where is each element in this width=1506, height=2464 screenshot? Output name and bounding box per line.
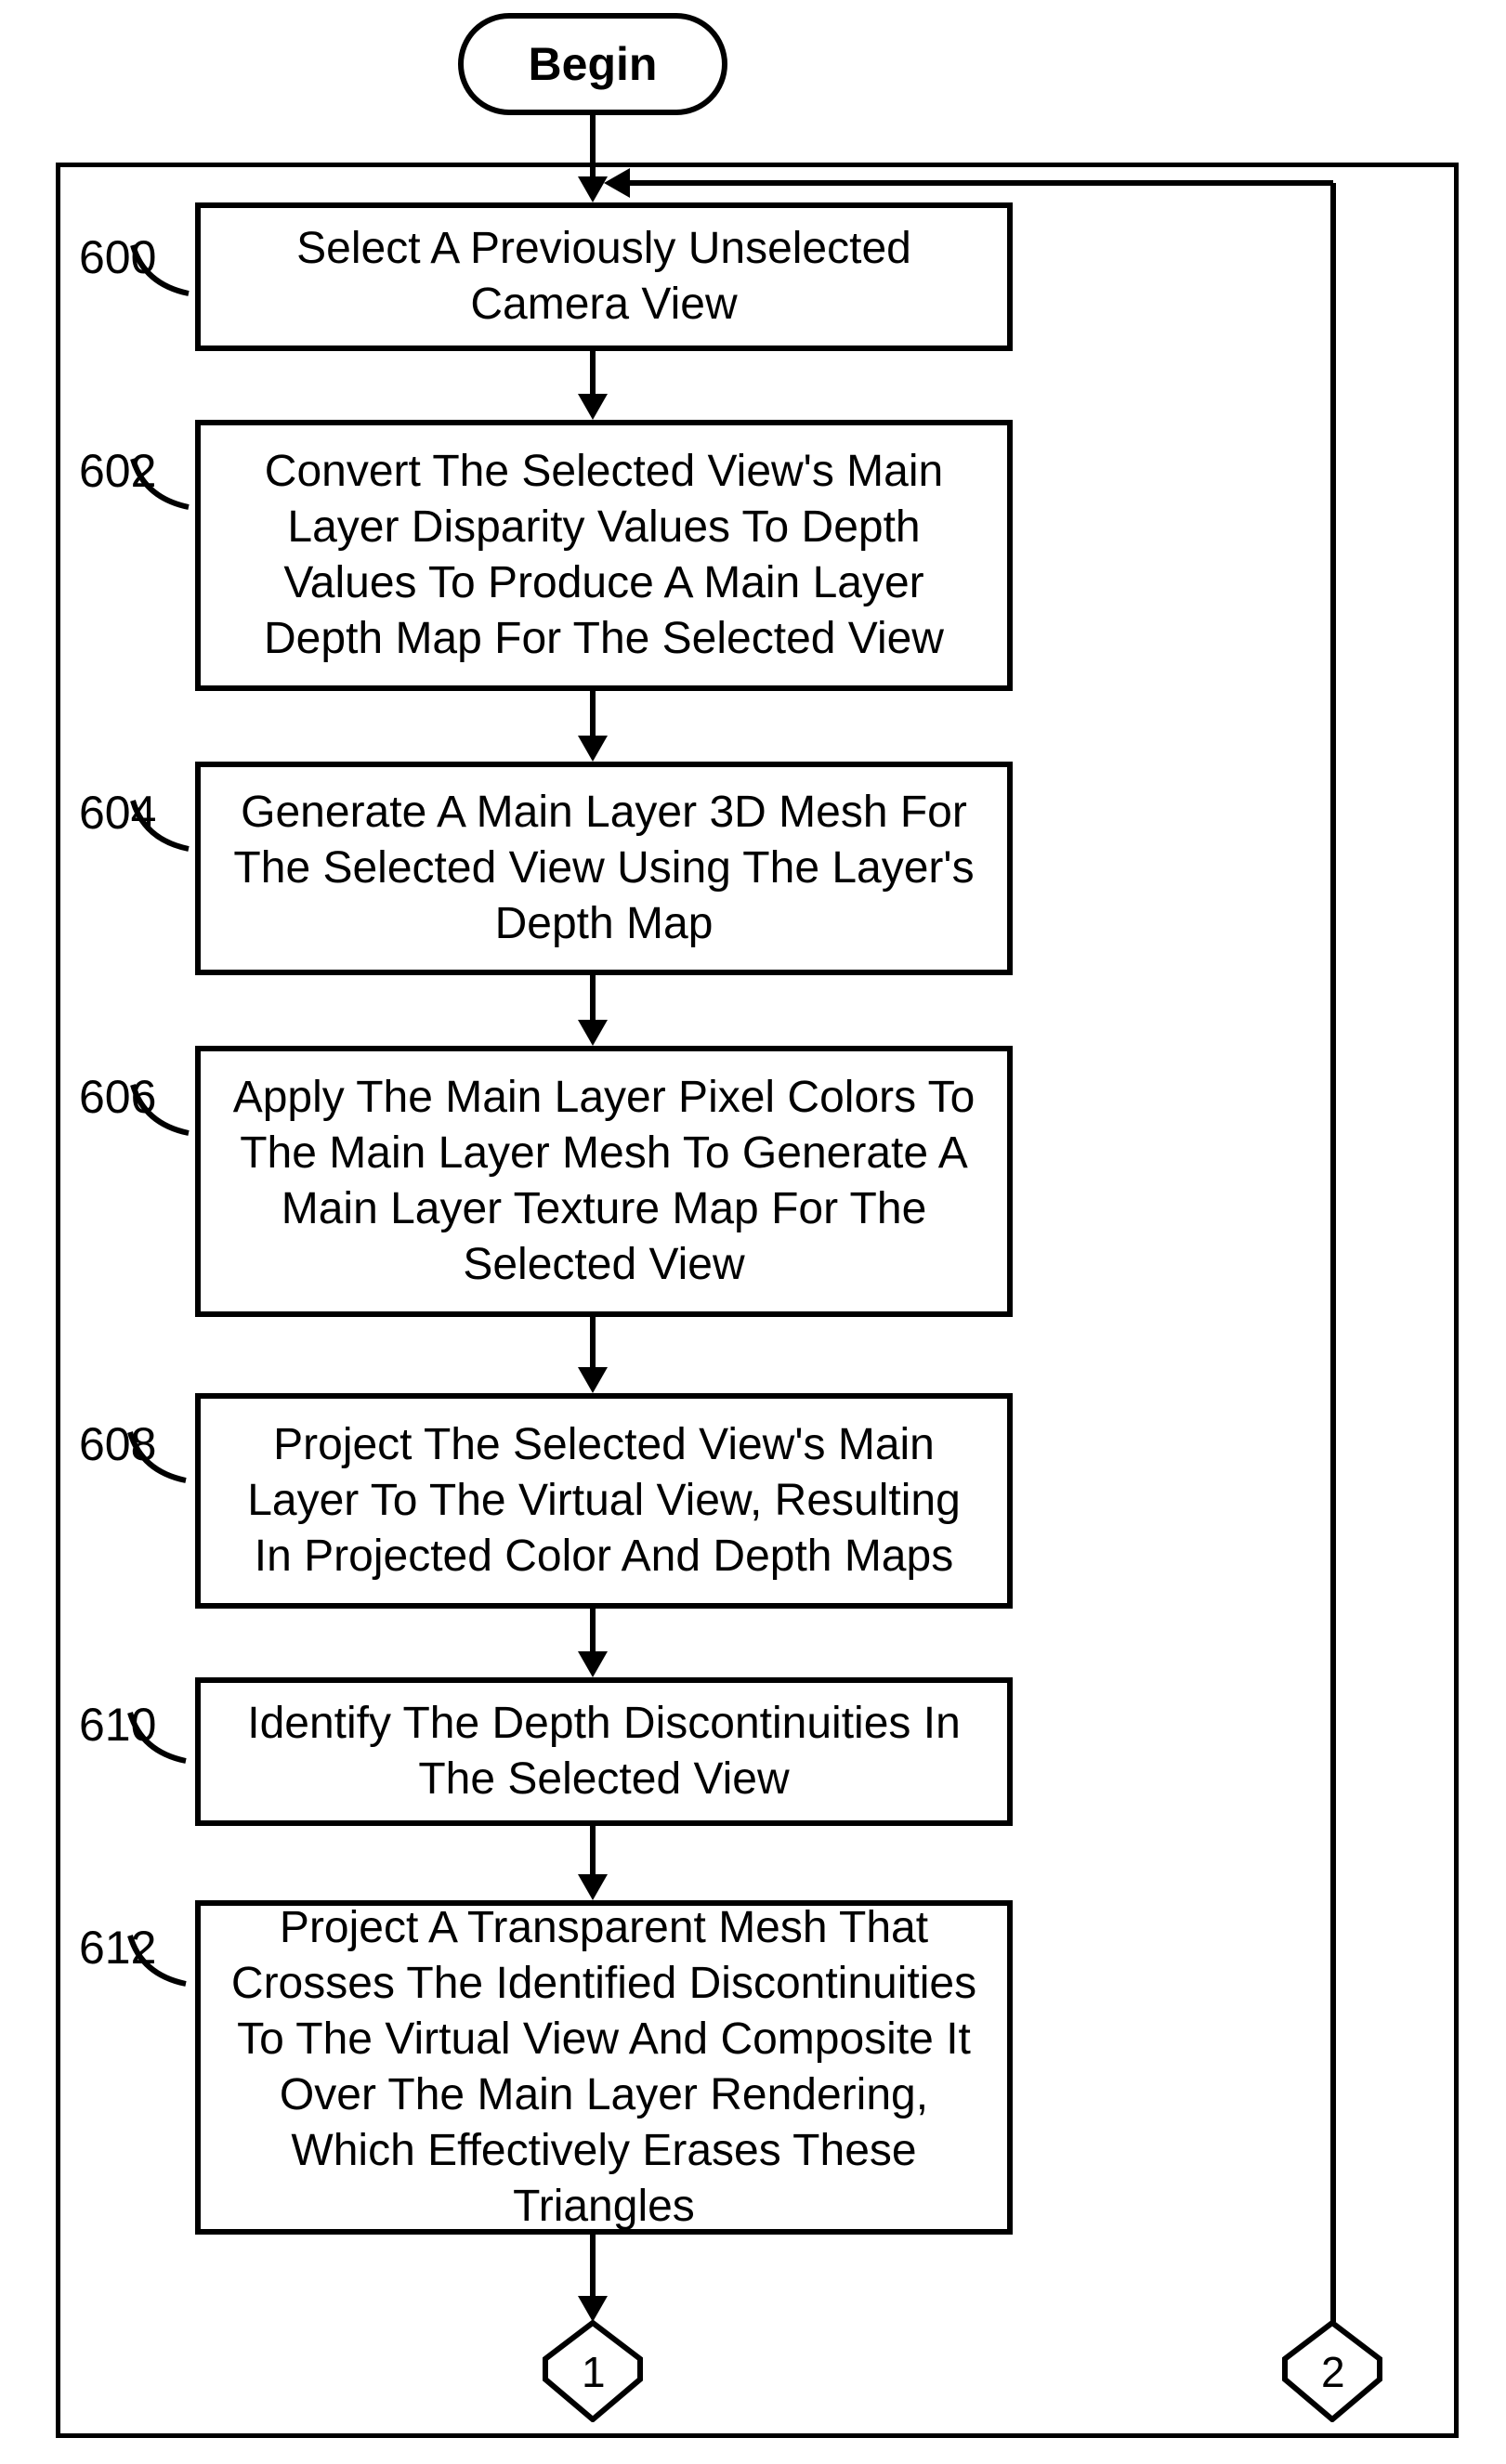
process-node-606: Apply The Main Layer Pixel Colors To The…: [195, 1046, 1013, 1317]
arrow-head-5: [578, 1651, 608, 1677]
arrow-6: [590, 1826, 596, 1878]
feedback-arrow-head: [604, 168, 630, 198]
process-node-602: Convert The Selected View's Main Layer D…: [195, 420, 1013, 691]
process-text-610: Identify The Depth Discontinuities In Th…: [223, 1696, 985, 1807]
arrow-head-4: [578, 1367, 608, 1393]
process-text-600: Select A Previously Unselected Camera Vi…: [223, 221, 985, 332]
process-node-600: Select A Previously Unselected Camera Vi…: [195, 202, 1013, 351]
arrow-5: [590, 1609, 596, 1655]
arrow-3: [590, 975, 596, 1023]
process-text-606: Apply The Main Layer Pixel Colors To The…: [223, 1070, 985, 1293]
process-text-608: Project The Selected View's Main Layer T…: [223, 1417, 985, 1584]
ref-curve-612: [124, 1930, 190, 1995]
ref-curve-602: [127, 453, 192, 518]
process-node-612: Project A Transparent Mesh That Crosses …: [195, 1900, 1013, 2235]
ref-curve-610: [124, 1707, 190, 1772]
process-node-604: Generate A Main Layer 3D Mesh For The Se…: [195, 762, 1013, 975]
feedback-seg-1: [630, 180, 1333, 186]
arrow-head-7: [578, 2296, 608, 2322]
connector-label-2: 2: [1321, 2347, 1345, 2397]
connector-label-1: 1: [582, 2347, 606, 2397]
ref-curve-600: [127, 240, 192, 305]
process-node-610: Identify The Depth Discontinuities In Th…: [195, 1677, 1013, 1826]
arrow-4: [590, 1317, 596, 1371]
begin-label: Begin: [529, 37, 658, 91]
process-text-602: Convert The Selected View's Main Layer D…: [223, 444, 985, 667]
arrow-head-6: [578, 1874, 608, 1900]
arrow-head-2: [578, 736, 608, 762]
process-text-612: Project A Transparent Mesh That Crosses …: [223, 1900, 985, 2235]
arrow-head-3: [578, 1020, 608, 1046]
process-node-608: Project The Selected View's Main Layer T…: [195, 1393, 1013, 1609]
feedback-seg-0: [1330, 183, 1336, 2322]
process-text-604: Generate A Main Layer 3D Mesh For The Se…: [223, 785, 985, 952]
arrow-2: [590, 691, 596, 739]
begin-node: Begin: [458, 13, 727, 115]
ref-curve-606: [127, 1079, 192, 1144]
ref-curve-608: [124, 1427, 190, 1492]
arrow-7: [590, 2235, 596, 2300]
arrow-0: [590, 115, 596, 180]
ref-curve-604: [127, 795, 192, 860]
arrow-1: [590, 351, 596, 398]
arrow-head-1: [578, 394, 608, 420]
